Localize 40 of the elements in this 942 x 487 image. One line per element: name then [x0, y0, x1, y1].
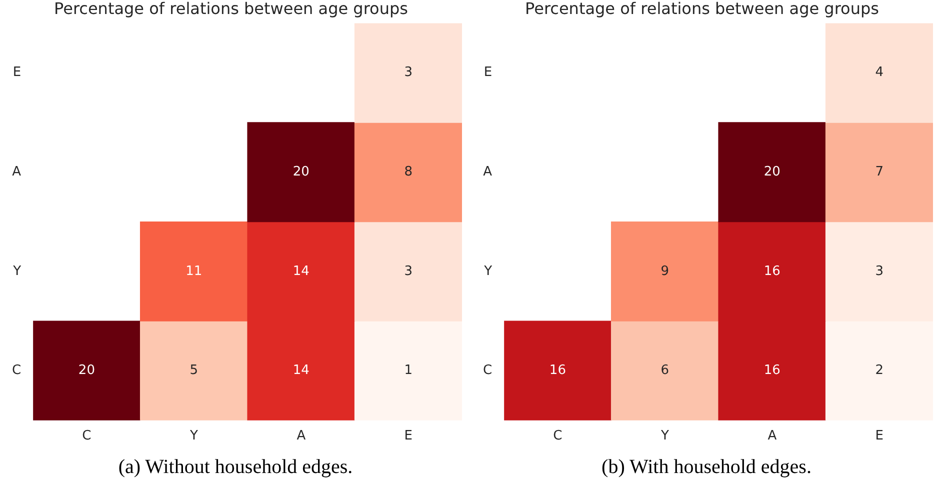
data-label: 14	[292, 264, 310, 279]
data-label: 20	[292, 164, 310, 180]
text: (a) Without household edges.	[117, 455, 354, 480]
y-tick-label: E	[484, 65, 492, 80]
chart-title: Percentage of relations between age groups	[525, 0, 879, 18]
data-label: 3	[404, 264, 413, 279]
data-label: 20	[764, 164, 780, 180]
y-tick-label: E	[12, 65, 22, 80]
x-tick-label: Y	[188, 428, 198, 444]
y-tick-label: Y	[483, 264, 492, 279]
x-tick-label: C	[82, 428, 92, 444]
data-label: 14	[292, 363, 310, 378]
data-label: 6	[660, 363, 670, 378]
data-label: 4	[875, 65, 884, 80]
x-tick-label: Y	[660, 428, 669, 444]
text: (b) With household edges.	[600, 455, 812, 480]
data-label: 9	[660, 264, 670, 279]
data-label: 16	[764, 264, 780, 279]
data-label: 7	[875, 164, 884, 180]
x-tick-label: E	[875, 428, 884, 444]
data-label: 16	[764, 363, 780, 378]
data-label: 1	[404, 363, 413, 378]
y-tick-label: A	[483, 164, 492, 180]
data-label: 8	[404, 164, 413, 180]
data-label: 20	[78, 363, 95, 378]
data-label: 2	[875, 363, 884, 378]
chart-title: Percentage of relations between age groups	[54, 0, 408, 18]
y-tick-label: Y	[12, 264, 22, 279]
x-tick-label: A	[296, 428, 306, 444]
x-tick-label: A	[768, 428, 777, 444]
y-tick-label: C	[483, 363, 492, 378]
y-tick-label: C	[12, 363, 22, 378]
x-tick-label: C	[553, 428, 562, 444]
data-label: 5	[190, 363, 198, 378]
data-label: 3	[875, 264, 884, 279]
data-label: 11	[186, 264, 202, 279]
data-label: 3	[404, 65, 413, 80]
data-label: 16	[549, 363, 566, 378]
y-tick-label: A	[12, 164, 22, 180]
x-tick-label: E	[404, 428, 412, 444]
